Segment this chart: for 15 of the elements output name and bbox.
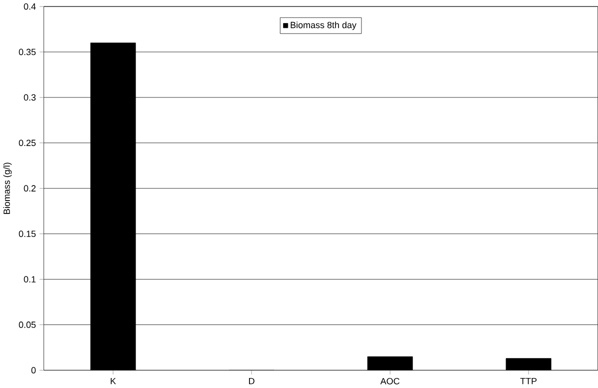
legend-label: Biomass 8th day bbox=[290, 22, 356, 30]
y-tick-label: 0.25 bbox=[18, 140, 36, 146]
y-tick-label: 0 bbox=[31, 367, 36, 374]
y-tick-label: 0.1 bbox=[24, 276, 36, 283]
x-tick-label: K bbox=[110, 378, 116, 384]
y-tick-label: 0.4 bbox=[24, 3, 36, 10]
y-tick-label: 0.2 bbox=[24, 185, 36, 192]
x-tick-label: AOC bbox=[380, 378, 400, 385]
y-tick-label: 0.15 bbox=[18, 230, 36, 238]
y-tick-label: 0.05 bbox=[18, 322, 36, 328]
x-tick-label: D bbox=[249, 378, 254, 384]
y-tick-label: 0.35 bbox=[18, 48, 36, 56]
x-tick-label: TTP bbox=[520, 378, 537, 384]
y-tick-label: 0.3 bbox=[24, 94, 36, 101]
y-axis-title: Biomass (g/l) bbox=[3, 162, 12, 214]
